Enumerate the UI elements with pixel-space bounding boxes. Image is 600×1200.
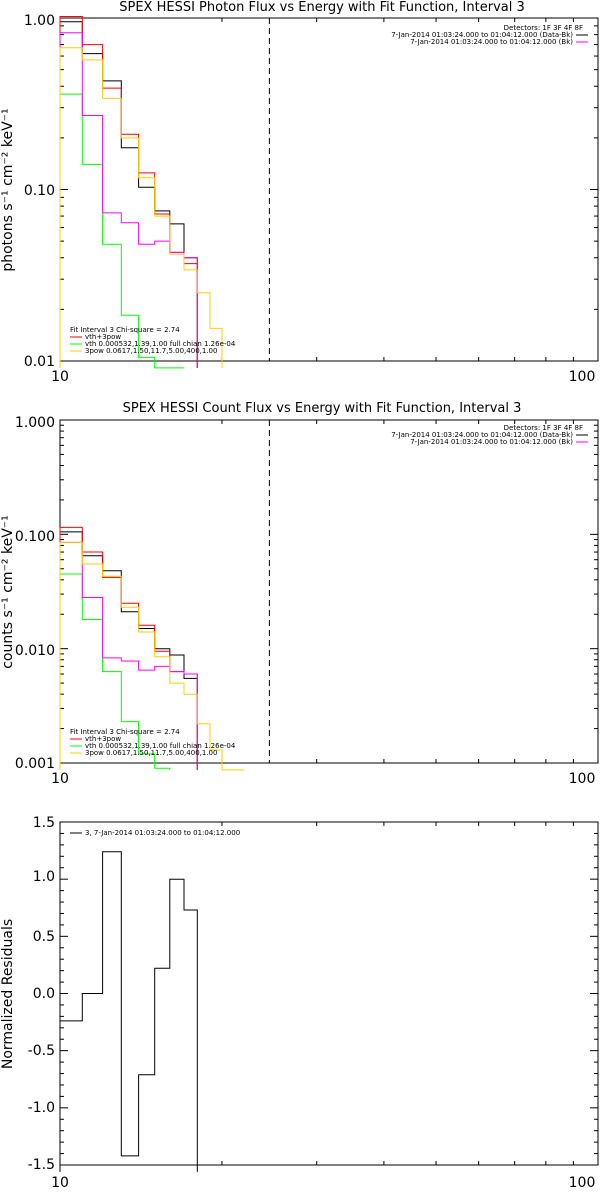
legend-top-right: Detectors: 1F 3F 4F 8F 7-Jan-2014 01:03:… [391,24,588,46]
y-axis-label: photons s⁻¹ cm⁻² keV⁻¹ [0,108,16,271]
legend-entry: 7-Jan-2014 01:03:24.000 to 01:04:12.000 … [391,431,573,439]
y-tick-label: -1.5 [28,1157,55,1173]
y-tick-label: 0.001 [15,756,55,772]
legend-header: Fit Interval 3 Chi-square = 2.74 [70,326,180,334]
y-tick-label: 0.5 [33,929,55,945]
residuals-panel: Normalized Residuals 1.5 1.0 0.5 0.0 -0.… [0,815,599,1191]
series-line [59,21,198,368]
legend-top-right: Detectors: 1F 3F 4F 8F 7-Jan-2014 01:03:… [391,424,588,446]
series-line [59,851,198,1172]
x-tick-label: 10 [51,1175,69,1191]
legend-top-left: 3, 7-Jan-2014 01:03:24.000 to 01:04:12.0… [70,829,240,837]
x-tick-label: 100 [569,771,596,787]
legend-entry: 7-Jan-2014 01:03:24.000 to 01:04:12.000 … [410,38,573,46]
legend-entry: 3pow 0.0617,1.50,11.7,5.00,400,1.00 [85,347,217,355]
photon-flux-panel: SPEX HESSI Photon Flux vs Energy with Fi… [0,0,599,385]
series-line [59,47,223,368]
legend-entry: 3, 7-Jan-2014 01:03:24.000 to 01:04:12.0… [85,829,240,837]
y-tick-label: 0.0 [33,986,55,1002]
axis-ticks [59,821,599,1166]
legend-header: Detectors: 1F 3F 4F 8F [504,24,583,32]
legend-bottom-left: Fit Interval 3 Chi-square = 2.74 vth+3po… [70,326,236,355]
legend-entry: vth 0.000532,1.39,1.00 full chian 1.26e-… [85,340,236,348]
legend-header: Fit Interval 3 Chi-square = 2.74 [70,728,180,736]
count-flux-panel: SPEX HESSI Count Flux vs Energy with Fit… [0,401,599,787]
series-line [59,32,198,368]
x-tick-label: 10 [51,771,69,787]
legend-entry: vth+3pow [85,735,121,743]
series-group [59,16,223,369]
chart-title: SPEX HESSI Photon Flux vs Energy with Fi… [119,0,525,15]
y-axis-label: Normalized Residuals [0,919,16,1069]
series-line [59,541,245,771]
y-tick-label: 1.00 [24,13,55,29]
series-line [59,541,198,770]
legend-bottom-left: Fit Interval 3 Chi-square = 2.74 vth+3po… [70,728,236,757]
chart-title: SPEX HESSI Count Flux vs Energy with Fit… [123,401,522,416]
x-tick-label: 10 [51,369,69,385]
y-tick-label: -0.5 [28,1043,55,1059]
y-tick-label: 0.10 [24,183,55,199]
legend-entry: 7-Jan-2014 01:03:24.000 to 01:04:12.000 … [410,438,573,446]
plot-frame [59,17,599,362]
y-axis-label: counts s⁻¹ cm⁻² keV⁻¹ [0,515,16,669]
legend-entry: vth 0.000532,1.39,1.00 full chian 1.26e-… [85,742,236,750]
y-tick-label: 0.010 [15,643,55,659]
legend-entry: vth+3pow [85,333,121,341]
y-tick-label: 0.01 [24,354,55,370]
y-tick-label: 1.5 [33,815,55,831]
legend-entry: 7-Jan-2014 01:03:24.000 to 01:04:12.000 … [391,31,573,39]
plot-frame [59,821,599,1166]
plot-frame [59,419,599,764]
series-group [59,526,245,771]
axis-ticks [59,17,599,362]
y-tick-label: 1.0 [33,869,55,885]
y-tick-label: 1.000 [15,415,55,431]
x-tick-label: 100 [569,369,596,385]
y-tick-label: -1.0 [28,1100,55,1116]
axis-ticks [59,419,599,764]
legend-entry: 3pow 0.0617,1.50,11.7,5.00,400,1.00 [85,749,217,757]
y-tick-label: 0.100 [15,529,55,545]
legend-header: Detectors: 1F 3F 4F 8F [504,424,583,432]
series-group [59,851,198,1172]
x-tick-label: 100 [569,1175,596,1191]
